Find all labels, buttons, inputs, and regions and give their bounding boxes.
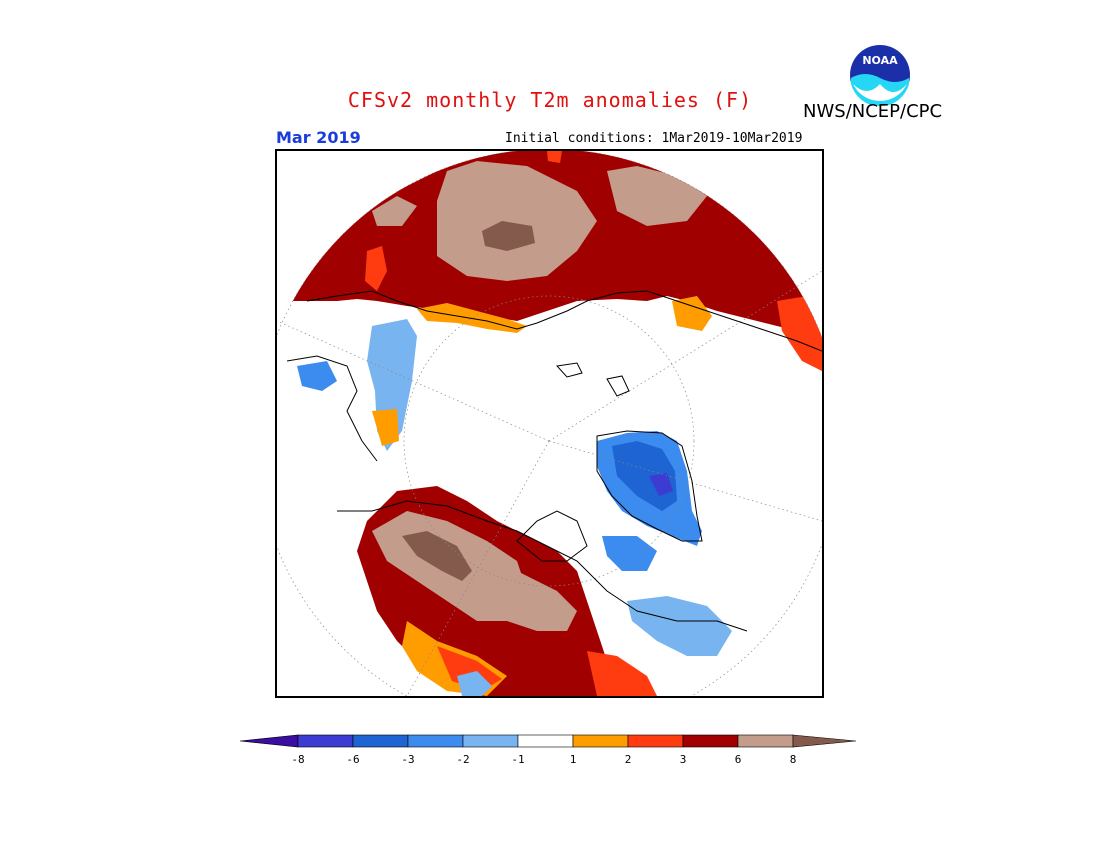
coastlines bbox=[286, 290, 822, 632]
colorbar-label: -3 bbox=[401, 753, 415, 766]
colorbar-swatch-9 bbox=[737, 734, 794, 748]
colorbar-label: 2 bbox=[624, 753, 632, 766]
colorbar-label: 8 bbox=[789, 753, 797, 766]
agency-label: NWS/NCEP/CPC bbox=[803, 101, 943, 122]
colorbar-swatch-1 bbox=[297, 734, 354, 748]
graticule-inner bbox=[403, 295, 695, 587]
colorbar-swatch-3 bbox=[407, 734, 464, 748]
cold-deep-greenland bbox=[649, 473, 673, 496]
lightblue-na bbox=[457, 671, 492, 696]
logo-text: NOAA bbox=[862, 54, 898, 67]
redorange-east bbox=[777, 296, 822, 371]
colorbar-label: 3 bbox=[679, 753, 687, 766]
colorbar-swatch-7 bbox=[627, 734, 684, 748]
redorange-patch bbox=[547, 151, 562, 163]
orange-patch-europe bbox=[372, 409, 399, 446]
colorbar-label: -8 bbox=[291, 753, 305, 766]
month-label: Mar 2019 bbox=[276, 128, 361, 147]
colorbar-swatch-5 bbox=[517, 734, 574, 748]
orange-scandinavia bbox=[672, 296, 712, 331]
colorbar-swatch-4 bbox=[462, 734, 519, 748]
polar-map bbox=[277, 151, 822, 696]
map-frame bbox=[275, 149, 824, 698]
chart-title: CFSv2 monthly T2m anomalies (F) bbox=[347, 88, 753, 112]
initial-conditions-label: Initial conditions: 1Mar2019-10Mar2019 bbox=[505, 131, 803, 146]
colorbar-label: -6 bbox=[346, 753, 360, 766]
colorbar-label: -1 bbox=[511, 753, 525, 766]
redorange-east-na bbox=[587, 651, 657, 696]
cold-patch-baffin bbox=[602, 536, 657, 571]
noaa-logo: NOAA bbox=[850, 45, 910, 106]
colorbar-label: 1 bbox=[569, 753, 577, 766]
colorbar-label: -2 bbox=[456, 753, 470, 766]
brown-siberia bbox=[482, 221, 535, 251]
meridian-w bbox=[277, 320, 550, 442]
colorbar-arrow-left bbox=[239, 734, 299, 748]
meridian-sw bbox=[406, 440, 550, 696]
colorbar bbox=[239, 734, 857, 748]
tan-west bbox=[372, 196, 417, 226]
brown-alaska bbox=[402, 531, 472, 581]
colorbar-swatch-6 bbox=[572, 734, 629, 748]
colorbar-arrow-right bbox=[792, 734, 857, 748]
colorbar-swatch-2 bbox=[352, 734, 409, 748]
tan-canada bbox=[477, 571, 577, 631]
cold-patch-west bbox=[297, 361, 337, 391]
redorange-fringe-eurasia bbox=[365, 246, 387, 291]
cold-region-canada bbox=[627, 596, 732, 656]
tan-siberia bbox=[437, 161, 597, 281]
colorbar-swatch-8 bbox=[682, 734, 739, 748]
colorbar-label: 6 bbox=[734, 753, 742, 766]
